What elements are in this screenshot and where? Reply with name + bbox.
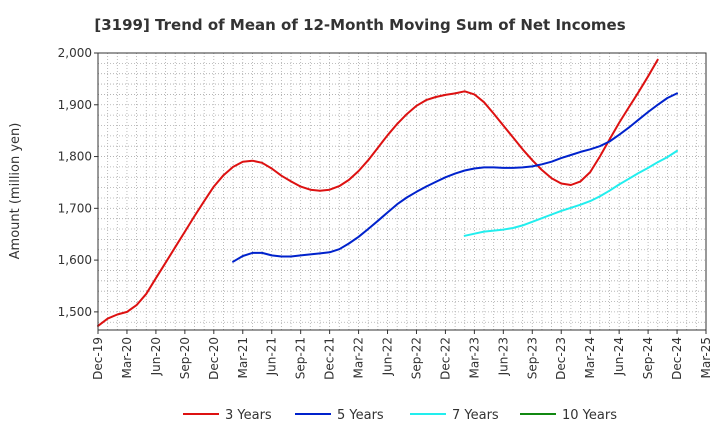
y-tick-label: 1,600 [58, 253, 92, 267]
x-tick-label: Jun-21 [265, 337, 279, 376]
x-tick-label: Sep-24 [641, 337, 655, 379]
grid-lines [97, 52, 707, 330]
x-tick-label: Sep-21 [294, 337, 308, 379]
series-lines [97, 58, 678, 327]
x-tick-label: Dec-24 [670, 337, 684, 380]
x-tick-label: Jun-22 [381, 337, 395, 376]
x-tick-label: Mar-23 [467, 337, 481, 378]
axes: 1,500 1,600 1,700 1,800 1,900 2,000 Dec-19 Mar-… [58, 46, 713, 380]
y-tick-label: 1,900 [58, 98, 92, 112]
x-tick-label: Sep-20 [178, 337, 192, 379]
plot-frame [97, 52, 707, 331]
legend-label: 7 Years [452, 408, 499, 423]
x-tick-label: Dec-23 [554, 337, 568, 380]
x-tick-label: Mar-20 [120, 337, 134, 378]
x-tick-label: Sep-22 [409, 337, 423, 379]
legend-label: 10 Years [562, 408, 617, 423]
series-line-7-years [463, 149, 678, 237]
legend: 3 Years 5 Years 7 Years 10 Years [183, 408, 617, 423]
legend-label: 3 Years [225, 408, 272, 423]
legend-label: 5 Years [337, 408, 384, 423]
x-tick-label: Dec-20 [207, 337, 221, 380]
x-tick-label: Mar-24 [583, 337, 597, 378]
x-tick-label: Dec-21 [323, 337, 337, 380]
x-tick-label: Jun-20 [149, 337, 163, 376]
series-line-5-years [232, 92, 678, 263]
series-line-3-years [97, 58, 659, 327]
x-tick-label: Jun-23 [496, 337, 510, 376]
x-tick-label: Sep-23 [525, 337, 539, 379]
y-tick-label: 1,500 [58, 305, 92, 319]
x-tick-label: Mar-22 [352, 337, 366, 378]
y-tick-label: 2,000 [58, 46, 92, 60]
y-axis-title: Amount (million yen) [8, 123, 23, 260]
y-tick-label: 1,800 [58, 150, 92, 164]
x-tick-label: Jun-24 [612, 337, 626, 376]
x-tick-label: Mar-21 [236, 337, 250, 378]
y-tick-label: 1,700 [58, 201, 92, 215]
x-tick-label: Mar-25 [699, 337, 713, 378]
chart-title: [3199] Trend of Mean of 12-Month Moving … [94, 16, 625, 34]
x-tick-label: Dec-19 [91, 337, 105, 380]
x-tick-label: Dec-22 [438, 337, 452, 380]
